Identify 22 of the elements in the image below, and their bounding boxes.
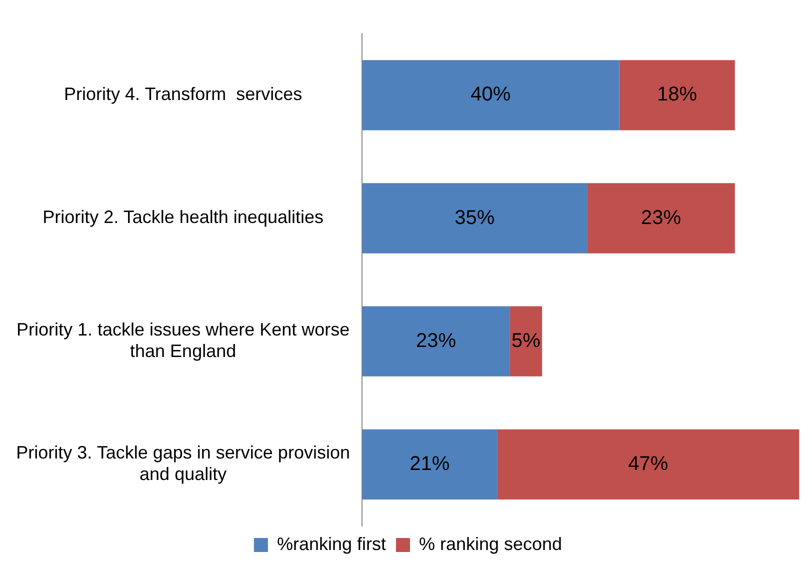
data-label: 18% (657, 84, 698, 106)
y-tick-label: Priority 3. Tackle gaps in service provision and quality (16, 442, 350, 484)
bar (510, 306, 542, 376)
data-label: 23% (640, 206, 682, 229)
bar (362, 429, 498, 500)
bar (619, 60, 735, 130)
y-tick-label: Priority 1. tackle issues where Kent worse than England (16, 320, 350, 362)
data-label: 23% (416, 330, 456, 352)
data-label: 5% (512, 330, 541, 352)
bar (587, 183, 735, 254)
y-tick-label: Priority 4. Transform services (64, 84, 302, 104)
bar (497, 429, 800, 500)
y-tick-label: Priority 2. Tackle health inequalities (42, 207, 324, 228)
bar (362, 60, 620, 130)
data-label: 35% (454, 206, 495, 229)
bar (362, 306, 510, 376)
bar (362, 183, 588, 254)
data-label: 21% (410, 452, 450, 475)
legend-label: %ranking first (276, 534, 386, 554)
data-label: 47% (628, 452, 668, 475)
legend-label: % ranking second (418, 534, 562, 554)
data-label: 40% (470, 84, 511, 106)
